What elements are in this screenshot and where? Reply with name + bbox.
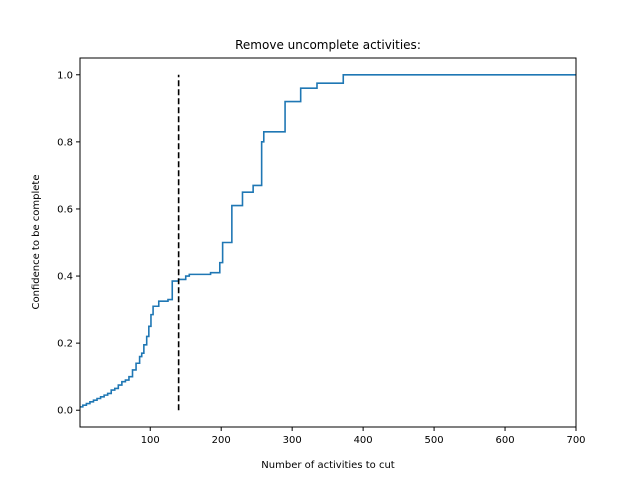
y-tick-label: 0.4 xyxy=(57,272,73,283)
plot-marks xyxy=(80,73,576,411)
x-tick-label: 100 xyxy=(141,435,160,446)
x-tick-label: 500 xyxy=(425,435,444,446)
x-tick-label: 700 xyxy=(566,435,585,446)
confidence-step-line xyxy=(80,73,576,408)
x-axis: 100 200 300 400 500 600 700 xyxy=(141,427,586,446)
x-axis-label: Number of activities to cut xyxy=(261,460,394,471)
y-tick-label: 0.6 xyxy=(57,204,73,215)
y-axis-label: Confidence to be complete xyxy=(31,174,42,309)
y-axis: 0.0 0.2 0.4 0.6 0.8 1.0 xyxy=(57,70,80,417)
chart-title: Remove uncomplete activities: xyxy=(235,38,421,52)
x-tick-label: 400 xyxy=(354,435,373,446)
plot-frame xyxy=(79,57,577,428)
y-tick-label: 0.0 xyxy=(57,406,73,417)
y-tick-label: 1.0 xyxy=(57,70,73,81)
y-tick-label: 0.2 xyxy=(57,339,73,350)
y-tick-label: 0.8 xyxy=(57,137,73,148)
x-tick-label: 300 xyxy=(283,435,302,446)
x-tick-label: 600 xyxy=(495,435,514,446)
x-tick-label: 200 xyxy=(212,435,231,446)
